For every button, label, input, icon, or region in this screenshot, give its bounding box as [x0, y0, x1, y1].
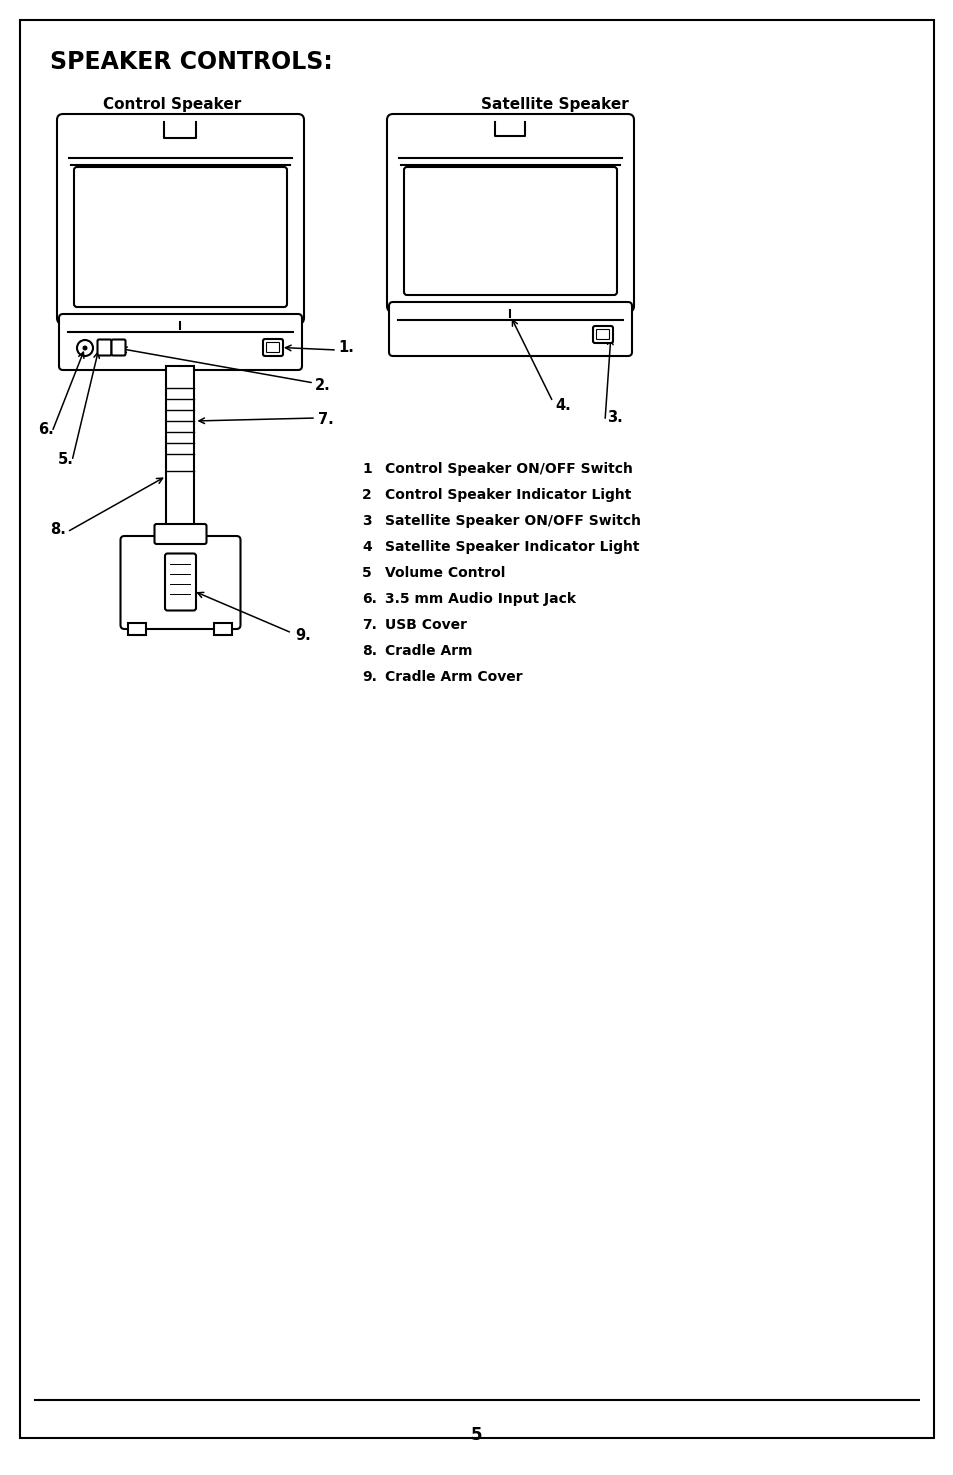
- Text: Cradle Arm: Cradle Arm: [385, 645, 472, 658]
- Text: 4: 4: [361, 540, 372, 555]
- Text: Cradle Arm Cover: Cradle Arm Cover: [385, 670, 522, 684]
- Text: 7.: 7.: [361, 618, 376, 631]
- FancyBboxPatch shape: [154, 524, 206, 544]
- FancyBboxPatch shape: [596, 329, 609, 339]
- Text: Satellite Speaker ON/OFF Switch: Satellite Speaker ON/OFF Switch: [385, 513, 640, 528]
- Text: Control Speaker ON/OFF Switch: Control Speaker ON/OFF Switch: [385, 462, 632, 476]
- Text: 7.: 7.: [317, 413, 334, 428]
- Text: 9.: 9.: [294, 627, 311, 643]
- FancyBboxPatch shape: [263, 339, 283, 355]
- Bar: [495, 118, 525, 139]
- Text: 8.: 8.: [361, 645, 376, 658]
- Bar: [129, 622, 147, 636]
- Bar: [167, 366, 194, 540]
- Text: USB Cover: USB Cover: [385, 618, 467, 631]
- Text: Control Speaker: Control Speaker: [103, 97, 241, 112]
- Text: 8.: 8.: [50, 522, 66, 537]
- Text: 5: 5: [361, 566, 372, 580]
- Text: Satellite Speaker: Satellite Speaker: [480, 97, 628, 112]
- FancyBboxPatch shape: [120, 535, 240, 628]
- Text: 3: 3: [361, 513, 372, 528]
- FancyBboxPatch shape: [387, 114, 634, 313]
- Text: 9.: 9.: [361, 670, 376, 684]
- Text: 3.5 mm Audio Input Jack: 3.5 mm Audio Input Jack: [385, 591, 576, 606]
- FancyBboxPatch shape: [403, 167, 617, 295]
- FancyBboxPatch shape: [112, 339, 126, 355]
- FancyBboxPatch shape: [165, 553, 195, 611]
- Text: 2.: 2.: [314, 378, 331, 392]
- Text: 6.: 6.: [361, 591, 376, 606]
- FancyBboxPatch shape: [74, 167, 287, 307]
- Text: 2: 2: [361, 488, 372, 502]
- Text: Volume Control: Volume Control: [385, 566, 505, 580]
- Text: 6.: 6.: [38, 422, 53, 438]
- FancyBboxPatch shape: [97, 339, 112, 355]
- Circle shape: [83, 347, 87, 350]
- FancyBboxPatch shape: [389, 302, 631, 355]
- Text: 4.: 4.: [555, 397, 570, 413]
- Text: 5: 5: [471, 1426, 482, 1444]
- Text: Control Speaker Indicator Light: Control Speaker Indicator Light: [385, 488, 631, 502]
- FancyBboxPatch shape: [57, 114, 304, 324]
- Text: Satellite Speaker Indicator Light: Satellite Speaker Indicator Light: [385, 540, 639, 555]
- Text: SPEAKER CONTROLS:: SPEAKER CONTROLS:: [50, 50, 333, 74]
- Bar: [214, 622, 233, 636]
- Text: 1: 1: [361, 462, 372, 476]
- Text: 3.: 3.: [606, 410, 622, 425]
- FancyBboxPatch shape: [593, 326, 613, 344]
- FancyBboxPatch shape: [266, 342, 279, 353]
- Text: 1.: 1.: [337, 341, 354, 355]
- Bar: [164, 118, 196, 139]
- Text: 5.: 5.: [58, 453, 73, 468]
- FancyBboxPatch shape: [59, 314, 302, 370]
